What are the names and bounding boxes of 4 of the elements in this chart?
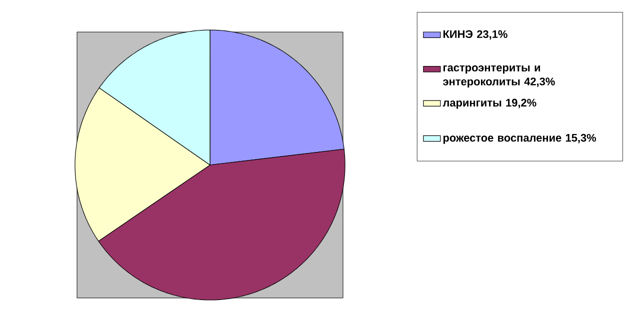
legend-label: КИНЭ 23,1%: [443, 30, 508, 40]
legend-label: рожестое воспаление 15,3%: [443, 134, 596, 144]
legend-label: гастроэнтериты и энтероколиты 42,3%: [443, 65, 555, 88]
legend-label: ларингиты 19,2%: [442, 98, 536, 109]
